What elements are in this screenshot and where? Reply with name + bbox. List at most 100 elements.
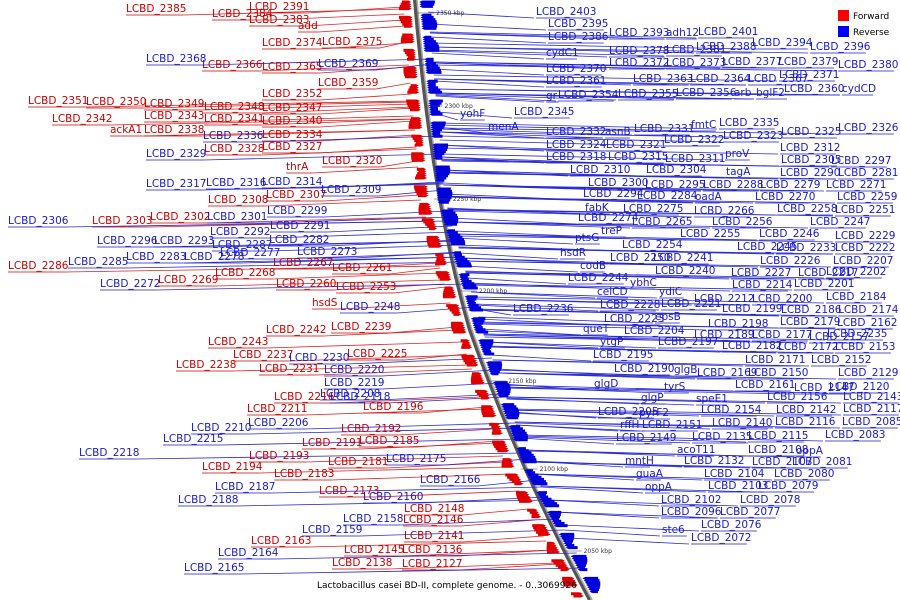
reverse-gene-label: LCBD_2080	[774, 468, 834, 480]
forward-gene-label: LCBD_2136	[402, 544, 463, 556]
forward-callout-line	[269, 13, 405, 21]
scale-tick-label: 2200 kbp	[479, 288, 507, 295]
reverse-callout-line	[480, 323, 707, 331]
reverse-gene-label: LCBD_2323	[723, 130, 783, 142]
forward-callout-line	[306, 19, 405, 27]
reverse-callout-line	[461, 257, 609, 265]
reverse-callout-line	[548, 499, 660, 507]
reverse-callout-line	[510, 408, 842, 416]
reverse-gene-label: LCBD_2190	[614, 363, 674, 375]
reverse-callout-line	[241, 567, 585, 575]
reverse-callout-line	[435, 94, 557, 102]
reverse-gene-label: LCBD_2377	[722, 56, 782, 68]
reverse-gene-label: LCBD_2316	[206, 177, 267, 189]
forward-callout-line	[183, 8, 404, 16]
forward-gene-label: LCBD_2374	[262, 37, 323, 49]
callout-lines	[8, 6, 899, 575]
reverse-callout-line	[515, 422, 711, 430]
reverse-gene-label: LCBD_2258	[777, 203, 837, 215]
reverse-gene-label: LCBD_2294	[583, 188, 644, 200]
reverse-gene-label: LCBD_2143	[843, 391, 900, 403]
reverse-gene-arrow	[577, 568, 588, 572]
forward-callout-line	[65, 265, 440, 273]
reverse-callout-line	[540, 485, 757, 493]
reverse-gene-label: LCBD_2311	[665, 153, 725, 165]
reverse-gene-label: LCBD_2300	[588, 177, 648, 189]
reverse-callout-line	[431, 46, 809, 54]
reverse-callout-line	[514, 421, 841, 429]
forward-gene-arrow	[428, 244, 443, 248]
reverse-gene-label: LCBD_2255	[680, 228, 740, 240]
reverse-gene-label: LCBD_2223	[604, 313, 664, 325]
forward-gene-arrow	[429, 227, 438, 231]
forward-callout-line	[261, 118, 414, 126]
forward-callout-line	[420, 406, 486, 414]
reverse-gene-label: LCBD_2212	[694, 293, 754, 305]
forward-gene-label: LCBD_2286	[8, 260, 69, 272]
reverse-gene-label: LCBD_2083	[825, 429, 885, 441]
reverse-gene-label: LCBD_2189	[694, 329, 754, 341]
reverse-gene-label: treP	[601, 225, 622, 237]
reverse-callout-line	[519, 435, 747, 443]
forward-callout-line	[201, 129, 415, 137]
reverse-callout-line	[454, 233, 758, 241]
forward-callout-line	[319, 146, 417, 154]
reverse-callout-line	[442, 169, 645, 177]
reverse-callout-line	[220, 438, 521, 446]
reverse-gene-label: LCBD_2195	[593, 349, 653, 361]
forward-gene-arrow	[414, 143, 425, 147]
forward-callout-line	[319, 134, 416, 142]
reverse-gene-label: oppA	[645, 481, 673, 493]
reverse-gene-label: LCBD_2246	[759, 228, 820, 240]
reverse-callout-line	[438, 128, 633, 136]
reverse-gene-label: LCBD_2174	[838, 304, 899, 316]
reverse-gene-label: LCBD_2364	[690, 73, 751, 85]
forward-callout-line	[272, 272, 442, 280]
forward-gene-label: LCBD_2349	[144, 98, 204, 110]
reverse-callout-line	[438, 122, 718, 130]
reverse-gene-arrow	[427, 90, 442, 94]
reverse-gene-arrow	[437, 200, 449, 204]
reverse-gene-label: LCBD_2324	[546, 139, 607, 151]
reverse-gene-label: LCBD_2378	[609, 45, 669, 57]
forward-callout-line	[308, 540, 547, 548]
reverse-gene-label: LCBD_2363	[633, 73, 693, 85]
reverse-gene-label: pyrF2	[639, 407, 669, 419]
reverse-gene-label: LCBD_2200	[752, 293, 812, 305]
reverse-gene-label: fmtC	[691, 119, 716, 131]
reverse-gene-label: glgB	[674, 364, 697, 376]
reverse-gene-label: LCBD_2204	[624, 325, 685, 337]
reverse-callout-line	[483, 333, 826, 341]
reverse-callout-line	[275, 552, 577, 560]
reverse-gene-label: LCBD_2199	[722, 303, 782, 315]
reverse-gene-label: acoT11	[677, 444, 715, 456]
reverse-callout-line	[433, 74, 778, 82]
reverse-callout-line	[534, 473, 635, 481]
reverse-gene-label: LCBD_2165	[184, 562, 244, 574]
reverse-callout-line	[203, 58, 433, 66]
reverse-gene-label: LCBD_2265	[632, 216, 692, 228]
forward-gene-arrow	[531, 515, 542, 519]
reverse-gene-label: LCBD_2177	[752, 329, 812, 341]
forward-callout-line	[389, 267, 441, 275]
forward-callout-line	[375, 82, 411, 90]
forward-callout-line	[401, 549, 552, 557]
reverse-gene-label: fabK	[585, 202, 610, 214]
reverse-gene-label: oadA	[695, 191, 723, 203]
reverse-gene-label: LCBD_2175	[386, 453, 446, 465]
reverse-callout-line	[319, 181, 444, 189]
reverse-gene-label: LCBD_2072	[691, 532, 751, 544]
reverse-gene-label: LCBD_2132	[684, 455, 744, 467]
reverse-gene-label: LCBD_2301	[207, 211, 267, 223]
reverse-callout-line	[440, 153, 724, 161]
forward-gene-label: LCBD_2261	[332, 262, 392, 274]
reverse-gene-label: LCBD_2401	[698, 26, 758, 38]
reverse-gene-label: LCBD_2197	[658, 336, 718, 348]
reverse-gene-label: LCBD_2154	[701, 404, 762, 416]
reverse-gene-label: celCD	[597, 286, 628, 298]
reverse-gene-label: queT	[583, 323, 610, 335]
reverse-gene-label: LCBD_2117	[843, 403, 900, 415]
reverse-gene-label: ydiC	[659, 286, 682, 298]
forward-gene-arrow	[547, 550, 561, 554]
reverse-gene-label: glgD	[594, 378, 618, 390]
